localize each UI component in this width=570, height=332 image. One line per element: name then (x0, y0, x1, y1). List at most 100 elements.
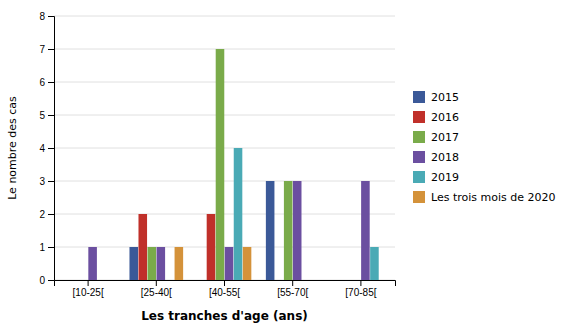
bar (293, 181, 302, 280)
bar (148, 247, 157, 280)
bar (243, 247, 252, 280)
bar (79, 280, 88, 281)
x-tick-label: [70-85[ (345, 287, 376, 298)
bar (266, 181, 275, 280)
y-tick-label: 3 (39, 176, 45, 187)
y-axis-title: Le nombre des cas (6, 96, 19, 200)
bar (343, 280, 352, 281)
y-tick-label: 6 (39, 77, 45, 88)
y-tick-mark (48, 181, 54, 182)
y-tick-mark (48, 214, 54, 215)
legend-label: 2019 (431, 171, 459, 184)
bar (361, 181, 370, 280)
x-tick: [25-40[ (141, 280, 172, 298)
legend-label: 2017 (431, 131, 459, 144)
plot: 0 1 2 3 4 5 6 7 8 [10-25[ [25-40[ [40-55[ [55-70[ [70… (39, 11, 395, 298)
y-axis: 0 1 2 3 4 5 6 7 8 (39, 11, 54, 286)
bar (352, 280, 361, 281)
bar (302, 280, 311, 281)
bar-series (234, 148, 379, 280)
y-tick-mark (48, 148, 54, 149)
bar-series (129, 181, 274, 280)
chart: 0 1 2 3 4 5 6 7 8 [10-25[ [25-40[ [40-55[ [55-70[ [70… (0, 0, 570, 332)
bar (284, 181, 293, 280)
bar (157, 247, 166, 280)
bar (61, 280, 70, 281)
bar (216, 49, 225, 280)
y-tick: 7 (39, 44, 54, 55)
legend-label: Les trois mois de 2020 (431, 191, 556, 204)
y-tick: 1 (39, 242, 54, 253)
legend-swatch (413, 111, 425, 123)
y-tick-label: 7 (39, 44, 45, 55)
x-tick: [10-25[ (73, 280, 104, 298)
grid-line (54, 247, 395, 248)
legend-item: Les trois mois de 2020 (413, 191, 556, 204)
y-tick-label: 1 (39, 242, 45, 253)
x-axis-line (55, 281, 396, 287)
x-tick-label: [10-25[ (73, 287, 104, 298)
x-tick-mark (156, 280, 157, 286)
bar (166, 280, 175, 281)
x-tick: [40-55[ (209, 280, 240, 298)
legend-label: 2016 (431, 111, 459, 124)
legend-swatch (413, 151, 425, 163)
grid-line (54, 16, 395, 17)
bar (207, 214, 216, 280)
y-tick-label: 5 (39, 110, 45, 121)
bar (225, 247, 234, 280)
y-tick-mark (48, 16, 54, 17)
legend-swatch (413, 191, 425, 203)
y-tick-mark (48, 247, 54, 248)
legend-item: 2015 (413, 91, 459, 104)
x-tick: [55-70[ (277, 280, 308, 298)
y-tick-label: 8 (39, 11, 45, 22)
x-tick: [70-85[ (345, 280, 376, 298)
grid (54, 16, 395, 280)
y-tick-mark (48, 82, 54, 83)
y-tick: 4 (39, 143, 54, 154)
grid-line (54, 82, 395, 83)
x-axis: [10-25[ [25-40[ [40-55[ [55-70[ [70-85[ (55, 280, 396, 298)
bar (370, 247, 379, 280)
bar-series (175, 247, 252, 280)
x-tick-mark (224, 280, 225, 286)
legend-item: 2016 (413, 111, 459, 124)
bar-series (88, 181, 369, 280)
bar (175, 247, 184, 280)
y-tick: 0 (39, 275, 54, 286)
x-tick-label: [55-70[ (277, 287, 308, 298)
x-tick-label: [25-40[ (141, 287, 172, 298)
y-tick: 8 (39, 11, 54, 22)
bar-series (148, 49, 293, 280)
y-tick-mark (48, 280, 54, 281)
grid-line (54, 49, 395, 50)
legend-item: 2019 (413, 171, 459, 184)
legend-swatch (413, 171, 425, 183)
bar (88, 247, 97, 280)
y-tick: 6 (39, 77, 54, 88)
y-tick: 5 (39, 110, 54, 121)
bar (379, 280, 388, 281)
bars (88, 49, 378, 280)
x-tick-label: [40-55[ (209, 287, 240, 298)
y-axis-line (48, 17, 55, 281)
y-tick-mark (48, 115, 54, 116)
bar (275, 280, 284, 281)
y-tick-mark (48, 49, 54, 50)
legend-swatch (413, 91, 425, 103)
bar (198, 280, 207, 281)
x-tick-mark (292, 280, 293, 286)
grid-line (54, 148, 395, 149)
bar (311, 280, 320, 281)
legend-label: 2015 (431, 91, 459, 104)
y-tick: 2 (39, 209, 54, 220)
bar-series (138, 214, 215, 280)
y-tick-label: 0 (39, 275, 45, 286)
x-tick-mark (88, 280, 89, 286)
bar (334, 280, 343, 281)
y-tick: 3 (39, 176, 54, 187)
bar (234, 148, 243, 280)
legend-label: 2018 (431, 151, 459, 164)
grid-line (54, 115, 395, 116)
